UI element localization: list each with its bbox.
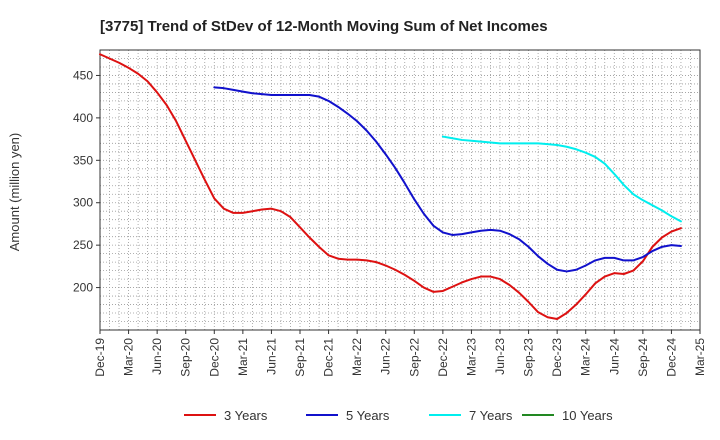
x-tick-label: Sep-23 — [522, 338, 536, 377]
plot-border — [99, 49, 701, 331]
x-tick-label: Sep-24 — [636, 338, 650, 377]
series-line-7-years — [441, 135, 682, 223]
x-tick-label: Mar-20 — [122, 338, 136, 376]
x-tick-label: Jun-21 — [264, 338, 278, 375]
x-tick-label: Jun-23 — [493, 338, 507, 375]
legend-item-3-years: 3 Years — [184, 408, 268, 423]
plot-background — [100, 50, 700, 330]
x-tick-label: Jun-22 — [379, 338, 393, 375]
legend: 3 Years 5 Years 7 Years 10 Years — [184, 408, 613, 423]
x-tick-label: Sep-22 — [407, 338, 421, 377]
x-tick-label: Mar-23 — [464, 338, 478, 376]
x-tick-label: Sep-20 — [179, 338, 193, 377]
series-line-5-years — [213, 86, 682, 273]
x-tick-label: Dec-24 — [664, 338, 678, 377]
series-line-3-years — [99, 53, 682, 320]
legend-item-10-years: 10 Years — [522, 408, 613, 423]
plot-area: 200 250 300 350 400 450 Dec-19 Mar-20 Jun-20 Sep-… — [73, 49, 707, 377]
x-tick-label: Sep-21 — [293, 338, 307, 377]
legend-label: 3 Years — [224, 408, 268, 423]
y-tick-label: 300 — [73, 196, 93, 210]
x-tick-label: Dec-19 — [93, 338, 107, 377]
x-tick-label: Jun-24 — [607, 338, 621, 375]
x-tick-label: Mar-25 — [693, 338, 707, 376]
x-tick-label: Mar-24 — [579, 338, 593, 376]
y-tick-label: 350 — [73, 153, 93, 167]
x-tick-label: Dec-21 — [322, 338, 336, 377]
x-tick-label: Mar-21 — [236, 338, 250, 376]
chart-title: [3775] Trend of StDev of 12-Month Moving… — [100, 18, 548, 35]
y-tick-label: 200 — [73, 281, 93, 295]
x-tick-label: Mar-22 — [350, 338, 364, 376]
legend-label: 5 Years — [346, 408, 390, 423]
x-tick-label: Dec-22 — [436, 338, 450, 377]
y-tick-label: 250 — [73, 238, 93, 252]
legend-label: 7 Years — [469, 408, 513, 423]
x-tick-label: Dec-23 — [550, 338, 564, 377]
y-axis-label: Amount (million yen) — [7, 133, 22, 252]
y-tick-label: 450 — [73, 68, 93, 82]
legend-item-5-years: 5 Years — [306, 408, 390, 423]
x-tick-label: Dec-20 — [207, 338, 221, 377]
legend-item-7-years: 7 Years — [429, 408, 513, 423]
legend-label: 10 Years — [562, 408, 613, 423]
y-tick-label: 400 — [73, 111, 93, 125]
x-tick-label: Jun-20 — [150, 338, 164, 375]
